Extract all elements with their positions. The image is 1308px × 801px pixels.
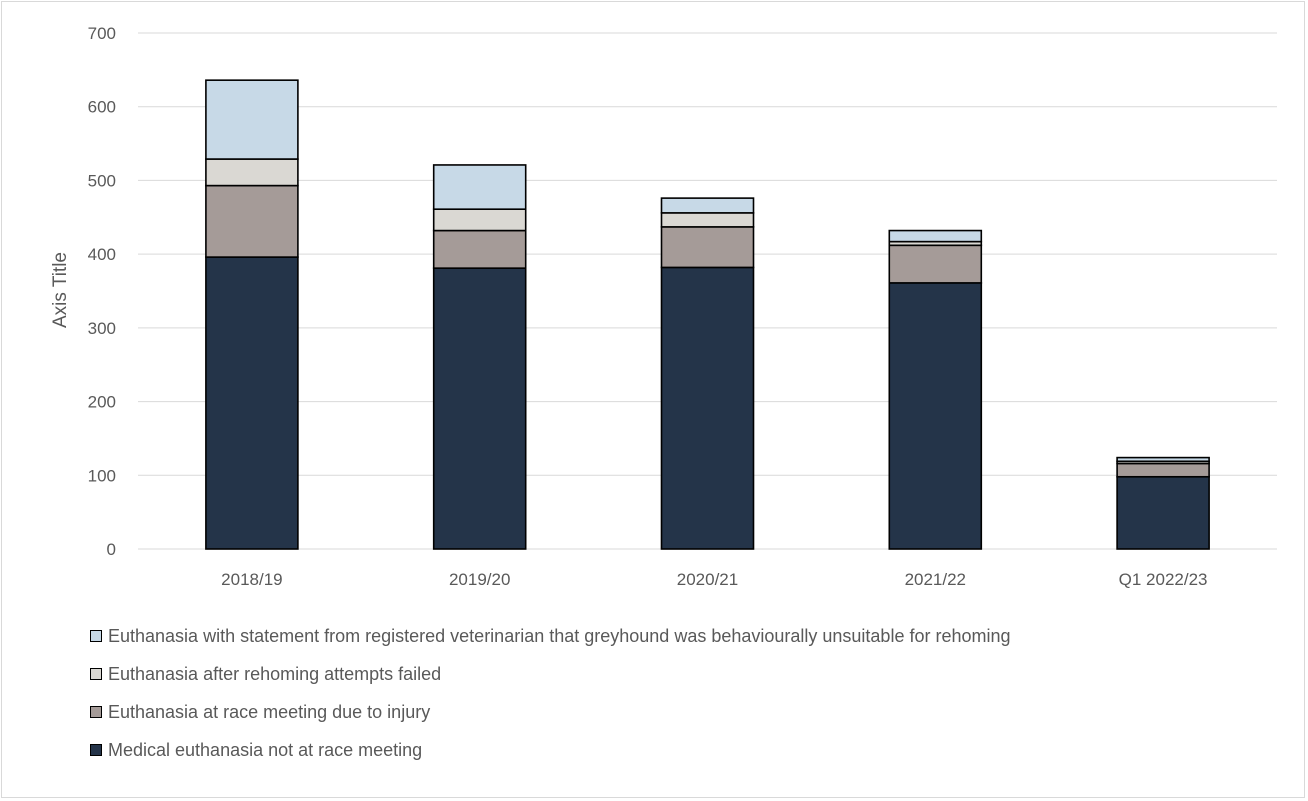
bar-segment xyxy=(660,226,755,269)
y-tick-label: 600 xyxy=(88,98,116,117)
legend-item: Euthanasia with statement from registere… xyxy=(90,618,1270,654)
x-axis-ticks: 2018/19 2019/20 2020/21 2021/22 Q1 2022/23 xyxy=(221,570,1207,589)
bar-segment xyxy=(432,267,527,550)
bar-segment xyxy=(888,229,983,243)
y-tick-label: 0 xyxy=(107,540,116,559)
y-tick-label: 500 xyxy=(88,171,116,190)
legend-label: Medical euthanasia not at race meeting xyxy=(108,739,423,760)
bar-segment xyxy=(888,282,983,550)
legend-swatch xyxy=(90,706,102,718)
legend-item: Euthanasia after rehoming attempts faile… xyxy=(90,656,1270,692)
bar-segment xyxy=(205,256,299,550)
bar-segment xyxy=(205,79,299,160)
bar-segment xyxy=(1116,475,1210,550)
x-tick-label: 2020/21 xyxy=(677,570,738,589)
bar-segment xyxy=(660,266,755,550)
bar-segment xyxy=(888,244,983,284)
bar-segment xyxy=(205,184,299,258)
y-tick-label: 400 xyxy=(88,245,116,264)
bar-segment xyxy=(660,197,755,214)
legend-item: Medical euthanasia not at race meeting xyxy=(90,732,1270,768)
x-tick-label: 2021/22 xyxy=(905,570,966,589)
bar-segment xyxy=(432,208,527,232)
y-tick-label: 700 xyxy=(88,24,116,43)
stacked-bar-chart: 0 100 200 300 400 500 600 700 2018/19 2019/20 202… xyxy=(50,24,1277,589)
legend-swatch xyxy=(90,668,102,680)
y-axis-title: Axis Title xyxy=(50,252,71,328)
y-tick-label: 300 xyxy=(88,319,116,338)
legend-label: Euthanasia with statement from registere… xyxy=(108,625,1011,646)
legend-item: Euthanasia at race meeting due to injury xyxy=(90,694,1270,730)
bar-segment xyxy=(432,229,527,269)
legend: Euthanasia with statement from registere… xyxy=(90,618,1270,770)
bar-segment xyxy=(1116,456,1210,463)
legend-label: Euthanasia after rehoming attempts faile… xyxy=(108,663,442,684)
y-axis-ticks: 0 100 200 300 400 500 600 700 xyxy=(88,24,116,559)
legend-swatch xyxy=(90,744,102,756)
bar-segment xyxy=(1116,462,1210,478)
x-tick-label: 2019/20 xyxy=(449,570,510,589)
x-tick-label: Q1 2022/23 xyxy=(1119,570,1208,589)
bars xyxy=(205,79,1210,550)
bar-segment xyxy=(660,212,755,228)
legend-swatch xyxy=(90,630,102,642)
bar-segment xyxy=(432,164,527,210)
x-tick-label: 2018/19 xyxy=(221,570,282,589)
bar-segment xyxy=(205,158,299,187)
y-tick-label: 200 xyxy=(88,393,116,412)
y-tick-label: 100 xyxy=(88,466,116,485)
legend-label: Euthanasia at race meeting due to injury xyxy=(108,701,431,722)
